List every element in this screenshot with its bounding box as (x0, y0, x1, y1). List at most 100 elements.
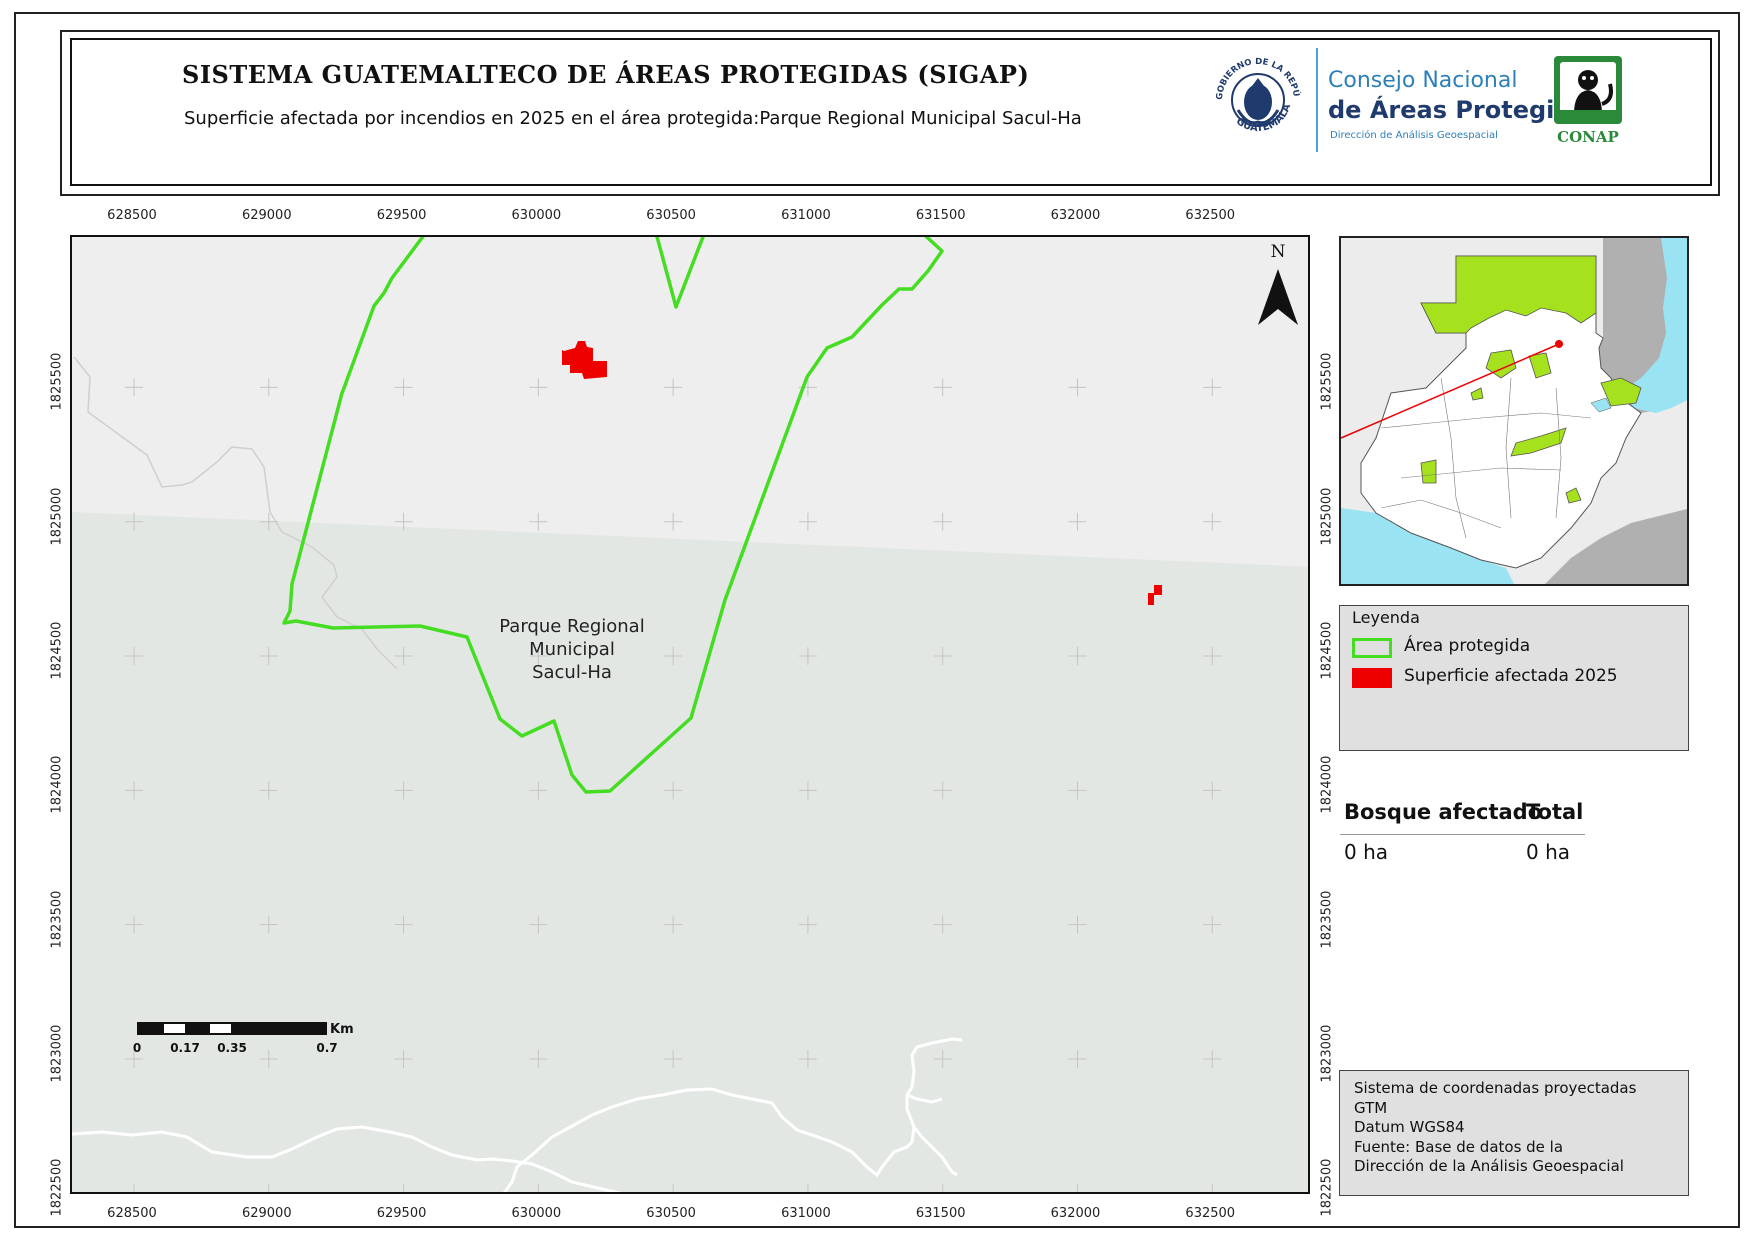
grid-cross (529, 915, 548, 934)
grid-cross (933, 512, 952, 531)
y-tick-right-0: 1825500 (1319, 353, 1335, 411)
grid-cross (798, 647, 817, 666)
y-tick-right-5: 1823000 (1319, 1024, 1335, 1083)
grid-cross (933, 781, 952, 800)
grid-cross (268, 1184, 270, 1192)
basemap-north-region (72, 237, 1308, 567)
locator-inset-map[interactable] (1339, 236, 1689, 586)
grid-cross (807, 1184, 809, 1192)
area-label-line3: Sacul-Ha (532, 662, 612, 683)
grid-cross (125, 647, 143, 666)
info-panel: Sistema de coordenadas proyectadas GTM D… (1339, 1070, 1689, 1196)
y-tick-right-1: 1825000 (1319, 487, 1335, 546)
grid-cross (1068, 378, 1087, 397)
conap-name-line3: Dirección de Análisis Geoespacial (1330, 130, 1498, 141)
grid-cross (259, 781, 278, 800)
grid-cross (125, 512, 143, 531)
legend-swatch-burned-area (1352, 668, 1392, 688)
roads (72, 1037, 963, 1192)
x-tick-top-8: 632500 (1185, 208, 1236, 223)
inset-guatemala-outline (1360, 255, 1642, 569)
grid-cross (125, 781, 143, 800)
main-map-canvas: Parque Regional Municipal Sacul-Ha N Km … (72, 237, 1308, 1192)
inset-locator-line (1341, 343, 1560, 439)
grid-cross (798, 1050, 817, 1068)
x-tick-top-3: 630000 (511, 208, 562, 223)
grid-cross (664, 915, 683, 934)
info-line-1: Sistema de coordenadas proyectadas (1354, 1079, 1637, 1097)
legend-label-protected-area: Área protegida (1404, 636, 1531, 656)
y-tick-right-2: 1824500 (1319, 621, 1335, 680)
grid-cross (125, 1050, 143, 1068)
info-line-5: Dirección de la Análisis Geoespacial (1354, 1157, 1624, 1175)
scale-label-3: 0.7 (316, 1041, 337, 1055)
inset-protected-areas (1420, 255, 1642, 504)
burned-area-north (562, 341, 607, 379)
y-tick-left-5: 1823000 (49, 1024, 65, 1083)
x-tick-bottom-2: 629500 (376, 1206, 427, 1221)
municipal-boundary-line (73, 356, 398, 670)
grid-cross (664, 378, 683, 397)
grid-cross (259, 512, 278, 531)
grid-cross (1203, 781, 1222, 800)
x-tick-bottom-4: 630500 (646, 1206, 696, 1221)
grid-cross (1203, 915, 1222, 934)
grid-cross (394, 781, 413, 800)
scale-unit: Km (330, 1022, 354, 1037)
grid-cross (133, 1184, 135, 1192)
main-map[interactable]: Parque Regional Municipal Sacul-Ha N Km … (70, 235, 1310, 1194)
legend-title: Leyenda (1352, 608, 1420, 627)
grid-cross (529, 647, 548, 666)
y-tick-left-6: 1822500 (49, 1158, 65, 1217)
grid-cross (1203, 647, 1222, 666)
info-line-3: Datum WGS84 (1354, 1118, 1465, 1136)
grid-cross (125, 378, 143, 397)
x-tick-bottom-1: 629000 (241, 1206, 292, 1221)
grid-cross (403, 1184, 405, 1192)
grid-cross (664, 512, 683, 531)
grid-cross (664, 1050, 683, 1068)
y-tick-left-2: 1824500 (49, 621, 65, 680)
grid-cross (529, 781, 548, 800)
x-tick-bottom-5: 631000 (781, 1206, 831, 1221)
grid-cross (933, 378, 952, 397)
grid-cross (529, 1050, 548, 1068)
stats-value-total: 0 ha (1526, 840, 1571, 864)
x-tick-bottom-8: 632500 (1185, 1206, 1236, 1221)
y-tick-left-3: 1824000 (49, 755, 65, 814)
scale-label-2: 0.35 (217, 1041, 247, 1055)
grid-cross (664, 781, 683, 800)
guatemala-seal-logo: GOBIERNO DE LA REPÚBLICA GUATEMALA (1208, 50, 1303, 134)
x-tick-top-2: 629500 (376, 208, 427, 223)
grid-cross (394, 647, 413, 666)
info-line-4: Fuente: Base de datos de la (1354, 1137, 1564, 1156)
inset-neighbor-south (1545, 509, 1687, 584)
y-tick-right-3: 1824000 (1319, 755, 1335, 814)
grid-cross (1076, 1184, 1078, 1192)
grid-cross (394, 915, 413, 934)
grid-cross (125, 915, 143, 934)
inset-lake-izabal (1590, 397, 1612, 413)
grid-cross (798, 512, 817, 531)
legend-label-burned-area: Superficie afectada 2025 (1404, 666, 1618, 686)
grid-cross (529, 378, 548, 397)
info-line-2: GTM (1354, 1098, 1388, 1117)
conap-name-line1: Consejo Nacional (1328, 68, 1518, 93)
y-tick-right-6: 1822500 (1319, 1158, 1335, 1217)
basemap-south-region (72, 512, 1308, 1192)
header: SISTEMA GUATEMALTECO DE ÁREAS PROTEGIDAS… (70, 38, 1712, 186)
map-title: SISTEMA GUATEMALTECO DE ÁREAS PROTEGIDAS… (182, 60, 1030, 89)
grid-cross (798, 915, 817, 934)
grid-cross (1203, 512, 1222, 531)
grid-cross (1068, 915, 1087, 934)
grid-cross (1068, 781, 1087, 800)
stats-header-forest: Bosque afectado (1344, 800, 1543, 824)
grid-cross (672, 1184, 674, 1192)
protected-area-boundary[interactable] (282, 237, 944, 794)
inset-pacific-ocean (1341, 508, 1514, 584)
grid-cross (259, 915, 278, 934)
scale-label-0: 0 (133, 1041, 141, 1055)
north-arrow-icon (1258, 269, 1298, 325)
grid-cross (933, 647, 952, 666)
burned-area-east (1148, 585, 1162, 605)
